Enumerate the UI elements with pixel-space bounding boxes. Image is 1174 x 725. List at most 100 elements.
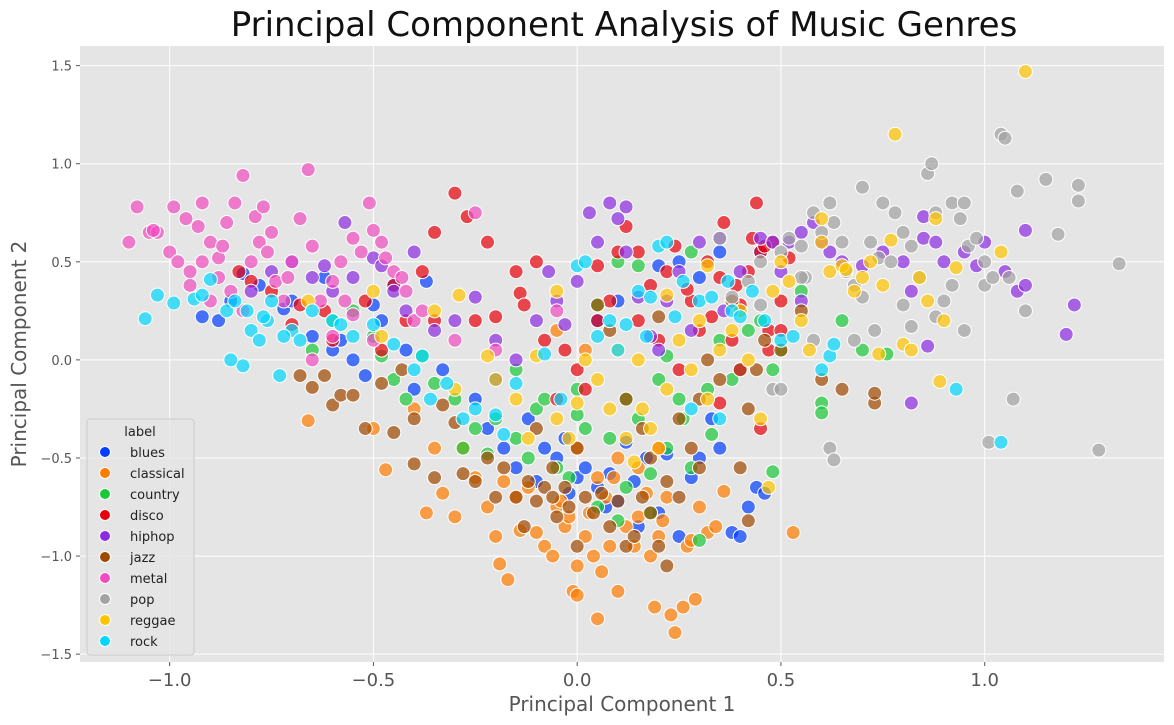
- data-point-jazz: [643, 450, 659, 466]
- data-point-rock: [712, 411, 728, 427]
- data-point-reggae: [590, 372, 606, 388]
- data-point-disco: [516, 297, 532, 313]
- data-point-hiphop: [304, 269, 320, 285]
- data-point-pop: [875, 195, 891, 211]
- data-point-country: [618, 479, 634, 495]
- data-point-reggae: [700, 391, 716, 407]
- data-point-rock: [667, 309, 683, 325]
- data-point-reggae: [634, 401, 650, 417]
- data-point-jazz: [520, 474, 536, 490]
- legend-label-disco: disco: [130, 509, 164, 524]
- data-point-pop: [903, 319, 919, 335]
- data-point-rock: [292, 332, 308, 348]
- data-point-disco: [732, 362, 748, 378]
- data-point-jazz: [740, 401, 756, 417]
- data-point-reggae: [871, 346, 887, 362]
- data-point-reggae: [761, 479, 777, 495]
- data-point-metal: [345, 230, 361, 246]
- data-point-blues: [211, 313, 227, 329]
- data-point-disco: [231, 264, 247, 280]
- data-point-rock: [720, 273, 736, 289]
- data-point-reggae: [724, 322, 740, 338]
- data-point-reggae: [427, 303, 443, 319]
- data-point-metal: [374, 234, 390, 250]
- data-point-rock: [202, 271, 218, 287]
- data-point-metal: [182, 264, 198, 280]
- data-point-rock: [675, 273, 691, 289]
- data-point-classical: [569, 558, 585, 574]
- legend-marker-rock: [99, 635, 111, 647]
- data-point-pop: [924, 156, 940, 172]
- data-point-reggae: [626, 454, 642, 470]
- data-point-reggae: [671, 332, 687, 348]
- legend-label-country: country: [130, 488, 180, 503]
- data-point-reggae: [549, 411, 565, 427]
- data-point-jazz: [757, 332, 773, 348]
- data-point-rock: [757, 313, 773, 329]
- data-point-jazz: [557, 479, 573, 495]
- data-point-jazz: [602, 519, 618, 535]
- data-point-metal: [467, 205, 483, 221]
- legend-label-classical: classical: [130, 467, 185, 482]
- data-point-metal: [406, 313, 422, 329]
- data-point-pop: [1005, 391, 1021, 407]
- data-point-rock: [239, 303, 255, 319]
- data-point-classical: [602, 538, 618, 554]
- data-point-rock: [264, 293, 280, 309]
- x-tick-label: 0.5: [767, 670, 796, 691]
- data-point-hiphop: [610, 211, 626, 227]
- data-point-pop: [773, 381, 789, 397]
- data-point-jazz: [528, 493, 544, 509]
- data-point-disco: [577, 381, 593, 397]
- legend-marker-jazz: [99, 551, 111, 563]
- data-point-hiphop: [508, 352, 524, 368]
- chart-title: Principal Component Analysis of Music Ge…: [231, 5, 1018, 45]
- data-point-pop: [854, 179, 870, 195]
- data-point-hiphop: [528, 313, 544, 329]
- data-point-reggae: [712, 342, 728, 358]
- data-point-metal: [190, 218, 206, 234]
- data-point-pop: [1001, 269, 1017, 285]
- data-point-metal: [304, 238, 320, 254]
- data-point-jazz: [712, 372, 728, 388]
- data-point-country: [467, 421, 483, 437]
- data-point-pop: [1111, 256, 1127, 272]
- data-point-rock: [488, 407, 504, 423]
- data-point-metal: [194, 195, 210, 211]
- data-point-reggae: [569, 395, 585, 411]
- data-point-jazz: [740, 513, 756, 529]
- data-point-jazz: [651, 538, 667, 554]
- data-point-jazz: [345, 387, 361, 403]
- data-point-classical: [577, 528, 593, 544]
- data-point-blues: [520, 411, 536, 427]
- data-point-classical: [667, 625, 683, 641]
- data-point-reggae: [374, 328, 390, 344]
- data-point-metal: [300, 162, 316, 178]
- data-point-hiphop: [1017, 222, 1033, 238]
- data-point-metal: [325, 273, 341, 289]
- data-point-metal: [325, 328, 341, 344]
- series-rock: [137, 234, 1009, 450]
- data-point-jazz: [748, 362, 764, 378]
- data-point-jazz: [618, 391, 634, 407]
- data-point-disco: [773, 293, 789, 309]
- data-point-rock: [496, 426, 512, 442]
- data-point-reggae: [903, 342, 919, 358]
- data-point-blues: [357, 368, 373, 384]
- data-point-hiphop: [447, 313, 463, 329]
- data-point-jazz: [545, 460, 561, 476]
- data-point-jazz: [585, 505, 601, 521]
- data-point-metal: [255, 199, 271, 215]
- data-point-classical: [447, 509, 463, 525]
- data-point-jazz: [374, 375, 390, 391]
- data-point-reggae: [793, 313, 809, 329]
- data-point-blues: [345, 352, 361, 368]
- data-point-classical: [691, 499, 707, 515]
- data-point-country: [520, 450, 536, 466]
- data-points: [121, 64, 1127, 641]
- data-point-rock: [744, 283, 760, 299]
- data-point-jazz: [549, 509, 565, 525]
- data-point-jazz: [643, 505, 659, 521]
- data-point-hiphop: [928, 234, 944, 250]
